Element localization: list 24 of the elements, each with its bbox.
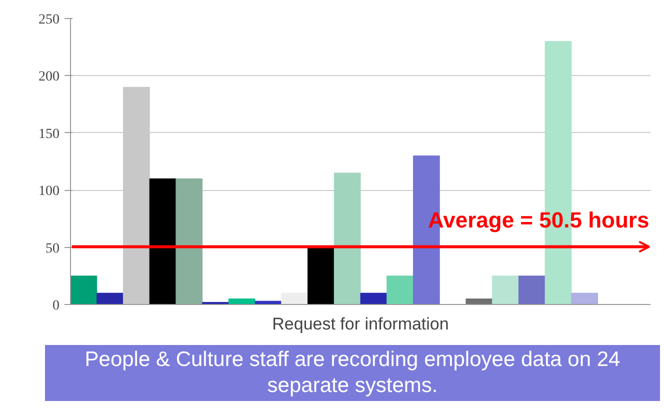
bar	[96, 292, 124, 304]
bar	[492, 276, 519, 304]
ref-line-label: Average = 50.5 hours	[428, 208, 650, 233]
y-tick-label: 0	[52, 298, 60, 314]
bar	[228, 298, 256, 304]
bar	[254, 300, 282, 304]
bar	[176, 178, 203, 304]
y-tick-label: 100	[38, 184, 60, 200]
bar	[360, 292, 388, 304]
bar	[70, 276, 98, 304]
y-tick-label: 250	[38, 12, 60, 28]
text: People & Culture staff are recording employee data on 24 separate systems.	[45, 345, 660, 401]
bar	[386, 276, 414, 304]
y-tick-label: 50	[46, 241, 60, 256]
bar	[571, 292, 598, 304]
y-tick-label: 150	[38, 126, 60, 142]
bar	[149, 178, 176, 304]
x-axis-title: Request for information	[272, 314, 449, 334]
bar	[466, 298, 493, 304]
bar	[334, 172, 361, 304]
bar	[281, 292, 308, 304]
y-tick-label: 200	[38, 70, 60, 85]
bar	[518, 276, 546, 304]
bar	[308, 247, 334, 304]
